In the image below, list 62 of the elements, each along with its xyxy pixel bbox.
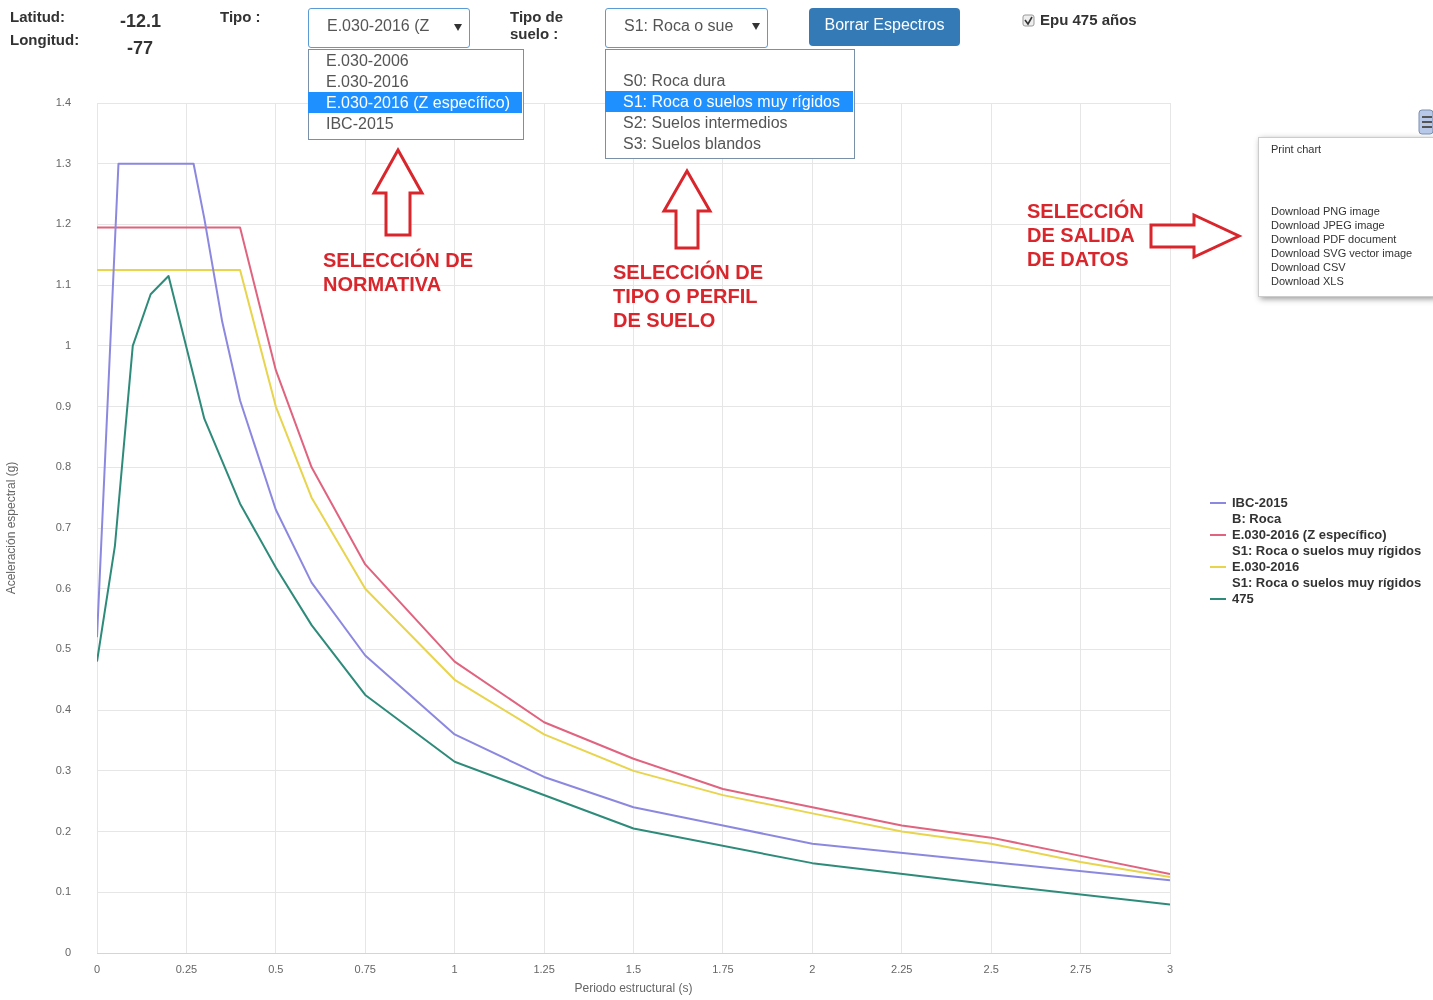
text: Longitud: <box>10 31 81 48</box>
text: Download PNG image <box>1271 204 1381 218</box>
x-tick-label: 0.25 <box>175 962 198 975</box>
x-tick-label: 2.75 <box>1069 962 1092 975</box>
x-tick-label: 0 <box>93 962 101 975</box>
y-tick-label: 0.2 <box>55 824 71 837</box>
x-tick-label: 2.5 <box>983 962 999 975</box>
annotation: SELECCIÓN DE NORMATIVA <box>323 248 475 296</box>
annotation: IBC-2015 <box>325 114 395 134</box>
text: Tipo de suelo : <box>510 8 565 42</box>
legend-label: 475 <box>1231 591 1255 607</box>
text: Print chart <box>1271 142 1323 156</box>
text: E.030-2016 (Z <box>308 8 470 48</box>
y-tick-label: 0.8 <box>55 460 71 473</box>
text: Download CSV <box>1271 260 1347 274</box>
y-tick-label: 1.1 <box>55 278 71 291</box>
y-axis-title: Aceleración espectral (g) <box>3 461 18 595</box>
y-tick-label: 0.1 <box>55 885 71 898</box>
x-tick-label: 0.75 <box>354 962 376 975</box>
x-tick-label: 1 <box>451 962 458 975</box>
annotation: S1: Roca o suelos muy rígidos <box>605 91 853 112</box>
y-tick-label: 0.6 <box>55 581 71 594</box>
legend-label: IBC-2015 B: Roca <box>1231 495 1289 527</box>
y-tick-label: 0.9 <box>55 399 71 412</box>
x-tick-label: 2 <box>809 962 816 975</box>
x-tick-label: 3 <box>1166 962 1174 975</box>
y-tick-label: 0.5 <box>55 642 71 655</box>
x-tick-label: 2.25 <box>891 962 913 975</box>
annotation: SELECCIÓN DE TIPO O PERFIL DE SUELO <box>613 260 765 332</box>
legend-label: E.030-2016 (Z específico) S1: Roca o suelos muy rígidos <box>1231 527 1422 559</box>
text: Download XLS <box>1271 274 1345 288</box>
text: S1: Roca o sue <box>605 8 768 48</box>
annotation: SELECCIÓN DE SALIDA DE DATOS <box>1027 199 1145 271</box>
x-tick-label: 0.5 <box>268 962 284 975</box>
text: E.030-2016 <box>325 72 410 92</box>
text: Epu 475 años <box>1040 11 1138 28</box>
y-tick-label: 0.4 <box>55 703 71 716</box>
annotation: E.030-2016 (Z específico) <box>308 92 522 113</box>
x-axis-title: Periodo estructural (s) <box>574 981 693 996</box>
text: S0: Roca dura <box>622 71 727 91</box>
x-tick-label: 1.75 <box>712 962 734 975</box>
text: -77 <box>127 38 154 59</box>
text: Borrar Espectros <box>809 8 960 46</box>
annotation: S3: Suelos blandos <box>622 134 762 154</box>
text: Download SVG vector image <box>1271 246 1414 260</box>
text: Latitud: <box>10 8 66 25</box>
y-tick-label: 0.3 <box>55 763 71 776</box>
text: -12.1 <box>120 11 163 32</box>
x-tick-label: 1.25 <box>533 962 555 975</box>
y-tick-label: 0 <box>64 946 71 959</box>
legend-label: E.030-2016 S1: Roca o suelos muy rígidos <box>1231 559 1422 591</box>
text: Tipo : <box>220 8 262 25</box>
y-tick-label: 1.2 <box>55 217 71 230</box>
y-tick-label: 1 <box>64 338 71 351</box>
x-tick-label: 1.5 <box>625 962 642 975</box>
y-tick-label: 1.4 <box>55 96 71 109</box>
y-tick-label: 1.3 <box>55 156 71 169</box>
text: E.030-2006 <box>325 51 410 71</box>
text: Download PDF document <box>1271 232 1398 246</box>
text: Download JPEG image <box>1271 218 1386 232</box>
annotation: S2: Suelos intermedios <box>622 113 789 133</box>
y-tick-label: 0.7 <box>55 521 71 534</box>
